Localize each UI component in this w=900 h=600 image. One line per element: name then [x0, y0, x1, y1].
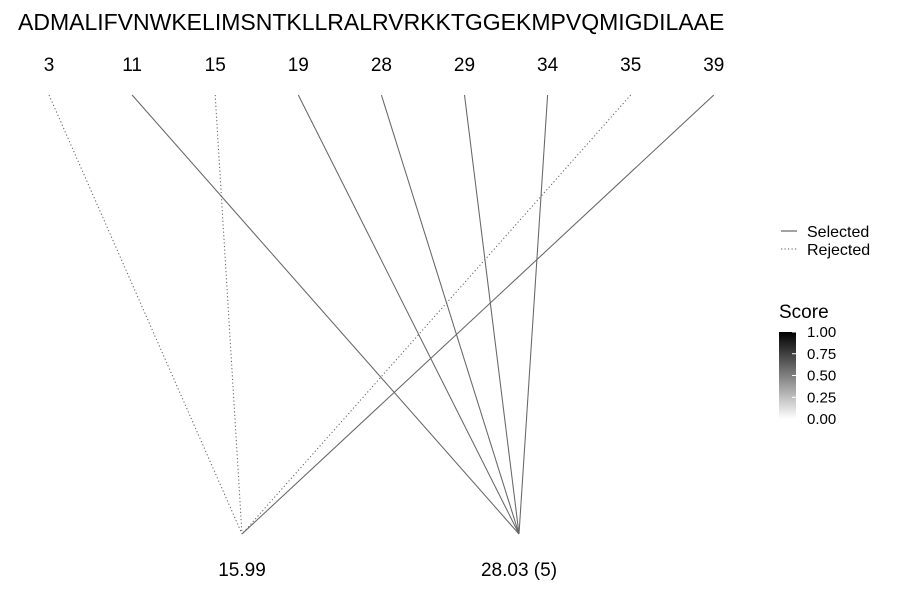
position-labels: 3 11 15 19 28 29 34 35 39	[44, 55, 725, 76]
position-label-15: 15	[205, 55, 226, 76]
colorbar-tick-label: 0.00	[807, 411, 836, 428]
colorbar-gradient	[779, 332, 796, 419]
link-rejected-35-m1	[241, 94, 632, 535]
link-lines	[48, 94, 715, 535]
sequence-text: ADMALIFVNWKELIMSNTKLLRALRVRKKTGGEKMPVQMI…	[18, 9, 724, 35]
mass-label-m1: 15.99	[218, 560, 266, 581]
score-colorbar: Score 1.00 0.75 0.50 0.25 0.00	[779, 302, 836, 428]
position-label-28: 28	[371, 55, 392, 76]
position-label-19: 19	[288, 55, 309, 76]
position-label-34: 34	[537, 55, 559, 76]
colorbar-tick-label: 0.50	[807, 368, 836, 385]
legend-selected-label: Selected	[807, 224, 869, 241]
colorbar-tick-label: 0.25	[807, 389, 836, 406]
link-rejected-3-m1	[48, 94, 243, 535]
legend-rejected-label: Rejected	[807, 242, 870, 259]
position-label-29: 29	[454, 55, 475, 76]
link-selected-28-m2	[380, 94, 520, 535]
link-selected-34-m2	[518, 94, 549, 535]
line-type-legend: Selected Rejected	[781, 224, 870, 259]
mass-labels: 15.99 28.03 (5)	[218, 560, 557, 581]
mass-label-m2: 28.03 (5)	[481, 560, 557, 581]
position-label-39: 39	[703, 55, 724, 76]
link-selected-29-m2	[463, 94, 520, 535]
colorbar-tick-label: 0.75	[807, 346, 836, 363]
position-label-3: 3	[44, 55, 55, 76]
position-label-11: 11	[122, 55, 142, 76]
position-label-35: 35	[620, 55, 641, 76]
link-selected-19-m2	[297, 94, 520, 535]
colorbar-ticks: 1.00 0.75 0.50 0.25 0.00	[792, 324, 836, 428]
link-selected-39-m1	[241, 94, 715, 535]
colorbar-tick-label: 1.00	[807, 324, 836, 341]
link-selected-11-m2	[131, 94, 520, 535]
link-rejected-15-m1	[214, 94, 243, 535]
colorbar-title: Score	[779, 302, 829, 323]
